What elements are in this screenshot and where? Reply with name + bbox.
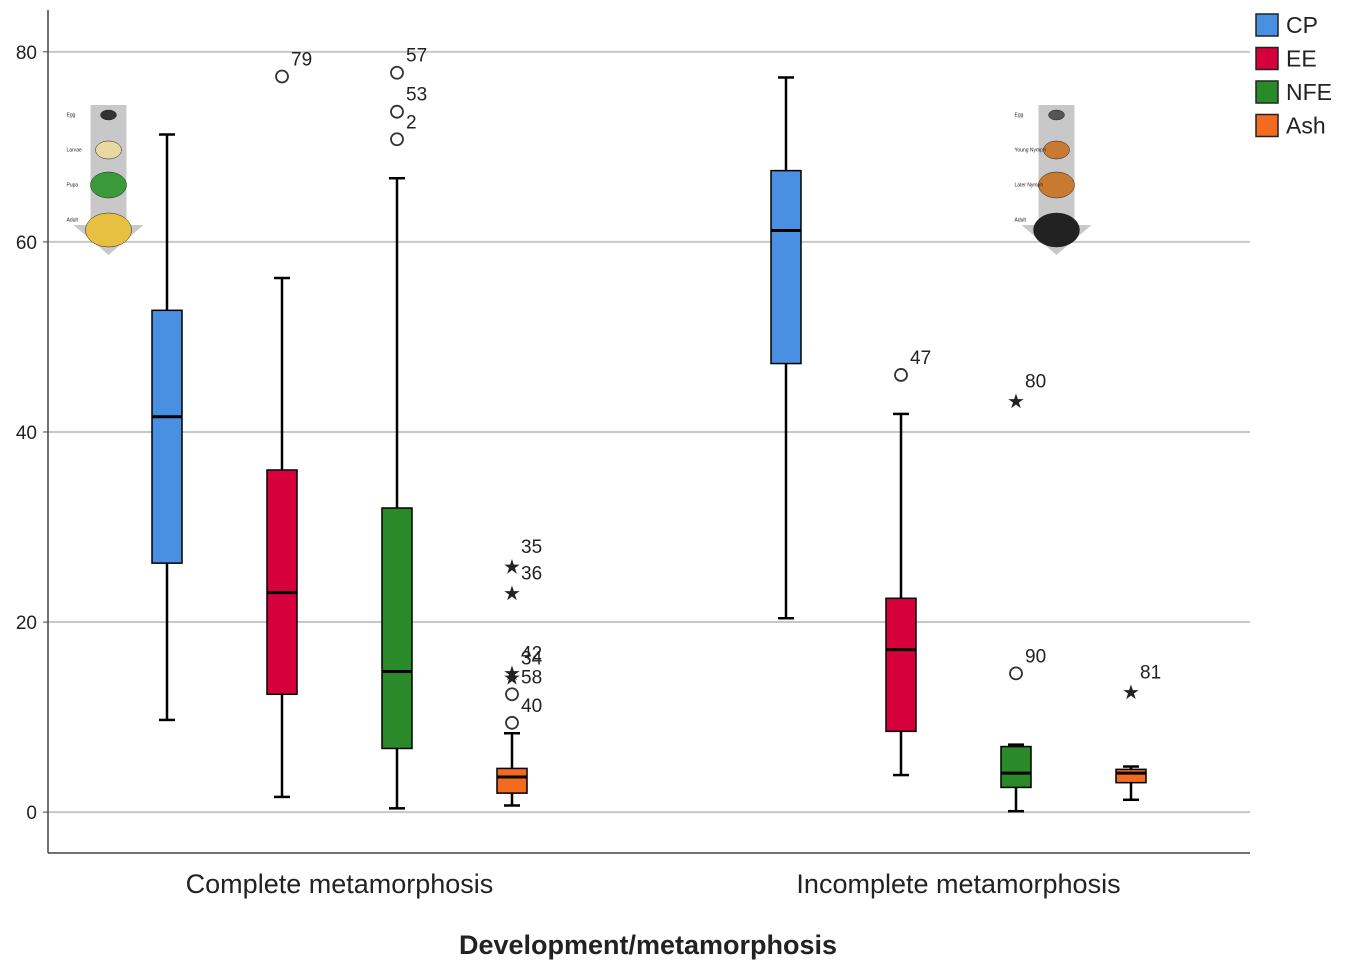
x-axis-title: Development/metamorphosis [459, 930, 837, 960]
outlier [275, 69, 289, 84]
outlier [505, 715, 519, 730]
outlier-label: 36 [521, 564, 542, 585]
stage-label: Egg [67, 112, 76, 118]
outlier-label: 40 [521, 696, 542, 717]
stage-label: Adult [1015, 217, 1027, 223]
legend-swatch [1255, 80, 1279, 104]
stage-label: Pupa [67, 182, 79, 188]
outlier-label: 2 [406, 112, 417, 133]
y-tick-label: 40 [16, 423, 37, 444]
stage-label: Egg [1015, 112, 1024, 118]
outlier [505, 687, 519, 702]
box [1000, 745, 1032, 789]
y-tick-label: 0 [26, 803, 37, 824]
outlier [1009, 666, 1023, 681]
legend-swatch [1255, 46, 1279, 71]
legend-swatch [1255, 113, 1279, 138]
y-tick-label: 20 [16, 613, 37, 634]
stage-icon [1033, 212, 1080, 248]
stage-label: Young Nymph [1015, 147, 1046, 153]
box [770, 169, 802, 365]
outlier: ★ [503, 583, 521, 605]
outlier-label: 47 [910, 348, 931, 369]
outlier-label: 80 [1025, 372, 1046, 393]
box [885, 597, 917, 733]
outlier: ★ [503, 663, 521, 685]
outlier-label: 34 [521, 648, 543, 669]
outlier [390, 65, 404, 80]
outlier-label: 81 [1140, 663, 1161, 684]
outlier-label: 90 [1025, 646, 1046, 667]
outlier-label: 79 [291, 50, 312, 71]
y-tick-label: 60 [16, 233, 37, 254]
legend-label: CP [1286, 12, 1318, 38]
outlier: ★ [503, 556, 521, 578]
stage-icon [1048, 109, 1065, 121]
x-tick-label: Incomplete metamorphosis [796, 869, 1120, 899]
stage-label: Larvae [67, 147, 83, 153]
legend-label: Ash [1286, 113, 1326, 139]
box [496, 767, 528, 794]
y-tick-label: 80 [16, 43, 37, 64]
box [381, 507, 413, 750]
stage-icon [95, 140, 122, 160]
x-tick-label: Complete metamorphosis [186, 869, 494, 899]
box [1115, 768, 1147, 784]
outlier-label: 35 [521, 537, 542, 558]
stage-icon [100, 109, 117, 121]
outlier-label: 58 [521, 667, 542, 688]
legend-label: NFE [1286, 79, 1332, 105]
outlier: ★ [503, 668, 521, 690]
stage-icon [85, 212, 132, 248]
illustration: Egg Larvae Pupa Adult [67, 105, 144, 255]
outlier [894, 368, 908, 382]
stage-label: Later Nymph [1015, 182, 1044, 188]
box [266, 469, 298, 696]
outlier-label: 53 [406, 85, 427, 106]
stage-icon [90, 171, 127, 199]
outlier [390, 132, 404, 147]
box [151, 309, 183, 564]
stage-label: Adult [67, 217, 79, 223]
outlier-label: 42 [521, 644, 542, 665]
outlier [390, 104, 404, 119]
legend-swatch [1255, 13, 1279, 37]
outlier: ★ [1122, 682, 1140, 704]
stage-icon [1038, 171, 1075, 199]
legend-label: EE [1286, 46, 1317, 72]
outlier-label: 57 [406, 46, 427, 67]
stage-icon [1043, 140, 1070, 160]
outlier: ★ [1007, 391, 1025, 413]
illustration: Egg Young Nymph Later Nymph Adult [1015, 105, 1092, 255]
